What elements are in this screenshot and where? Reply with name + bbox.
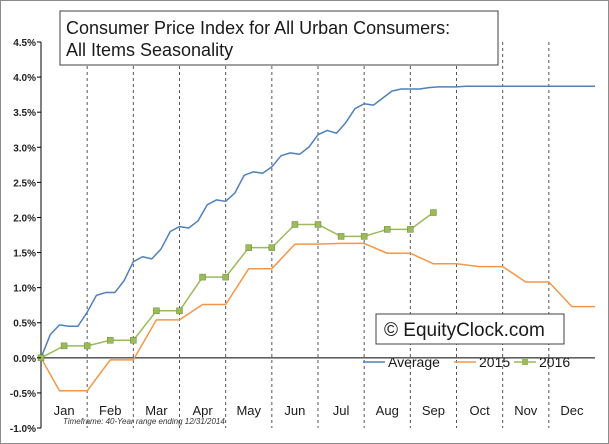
data-point-2016	[153, 307, 160, 315]
data-point-2016	[245, 244, 252, 251]
x-tick-label: Sep	[422, 403, 445, 418]
watermark-box: © EquityClock.com	[375, 313, 565, 345]
data-point-2016	[407, 226, 414, 233]
title-box: Consumer Price Index for All Urban Consu…	[59, 10, 499, 66]
data-point-2016	[430, 209, 437, 216]
x-axis-ticks: Jan Feb Mar Apr May Jun Jul Aug Sep Oct Nov Dec	[54, 403, 584, 418]
data-point-2016	[60, 342, 68, 350]
x-tick-label: Apr	[192, 403, 213, 418]
data-point-2016	[314, 221, 322, 228]
series-line-2016	[40, 211, 434, 359]
y-tick-label: 4.5%	[13, 38, 36, 49]
y-axis-ticks: -1.0% -0.5% 0.0% 0.5% 1.0% 1.5% 2.0% 2.5% 3.0% 3.…	[10, 38, 41, 435]
data-point-2016	[360, 233, 368, 240]
series-line-average	[40, 85, 595, 359]
x-tick-label: Dec	[560, 403, 584, 418]
x-tick-label: May	[236, 403, 261, 418]
x-tick-label: Jan	[54, 403, 75, 418]
data-point-2016	[107, 337, 114, 344]
chart-title: Consumer Price Index for All Urban Consu…	[66, 18, 450, 38]
x-tick-label: Nov	[514, 403, 538, 418]
x-tick-label: Mar	[145, 403, 168, 418]
data-point-2016	[384, 226, 391, 233]
y-tick-label: 2.0%	[13, 213, 36, 224]
x-tick-label: Jun	[284, 403, 305, 418]
timeframe-note: Timeframe: 40-Year range ending 12/31/20…	[63, 417, 225, 426]
y-tick-label: 3.5%	[13, 108, 36, 119]
legend-label-2016: 2016	[539, 354, 570, 370]
legend: Average 2015 2016	[363, 354, 570, 370]
data-point-2016	[83, 342, 91, 350]
x-tick-label: Jul	[333, 403, 350, 418]
plot-area	[37, 42, 595, 428]
y-tick-label: 0.0%	[13, 354, 36, 365]
y-tick-label: 0.5%	[13, 319, 36, 330]
data-point-2016	[268, 244, 276, 251]
data-point-2016	[176, 307, 183, 315]
legend-label-2015: 2015	[479, 354, 510, 370]
x-tick-label: Oct	[469, 403, 490, 418]
legend-label-average: Average	[388, 354, 440, 370]
y-tick-label: 1.0%	[13, 284, 36, 295]
data-point-2016	[130, 337, 137, 344]
x-tick-label: Feb	[99, 403, 121, 418]
chart-subtitle: All Items Seasonality	[66, 40, 233, 60]
series-line-2015	[40, 242, 595, 392]
data-point-2016	[199, 273, 206, 281]
watermark-text: © EquityClock.com	[384, 320, 545, 341]
y-tick-label: 4.0%	[13, 73, 36, 84]
data-point-2016	[291, 221, 299, 228]
y-tick-label: -1.0%	[10, 424, 36, 435]
data-point-2016	[337, 233, 345, 240]
x-tick-label: Aug	[376, 403, 399, 418]
y-tick-label: 2.5%	[13, 178, 36, 189]
y-tick-label: 3.0%	[13, 143, 36, 154]
legend-marker-2016	[522, 359, 528, 365]
y-tick-label: 1.5%	[13, 249, 36, 260]
data-point-2016	[222, 273, 229, 281]
series-lines	[37, 85, 595, 392]
y-tick-label: -0.5%	[10, 389, 36, 400]
